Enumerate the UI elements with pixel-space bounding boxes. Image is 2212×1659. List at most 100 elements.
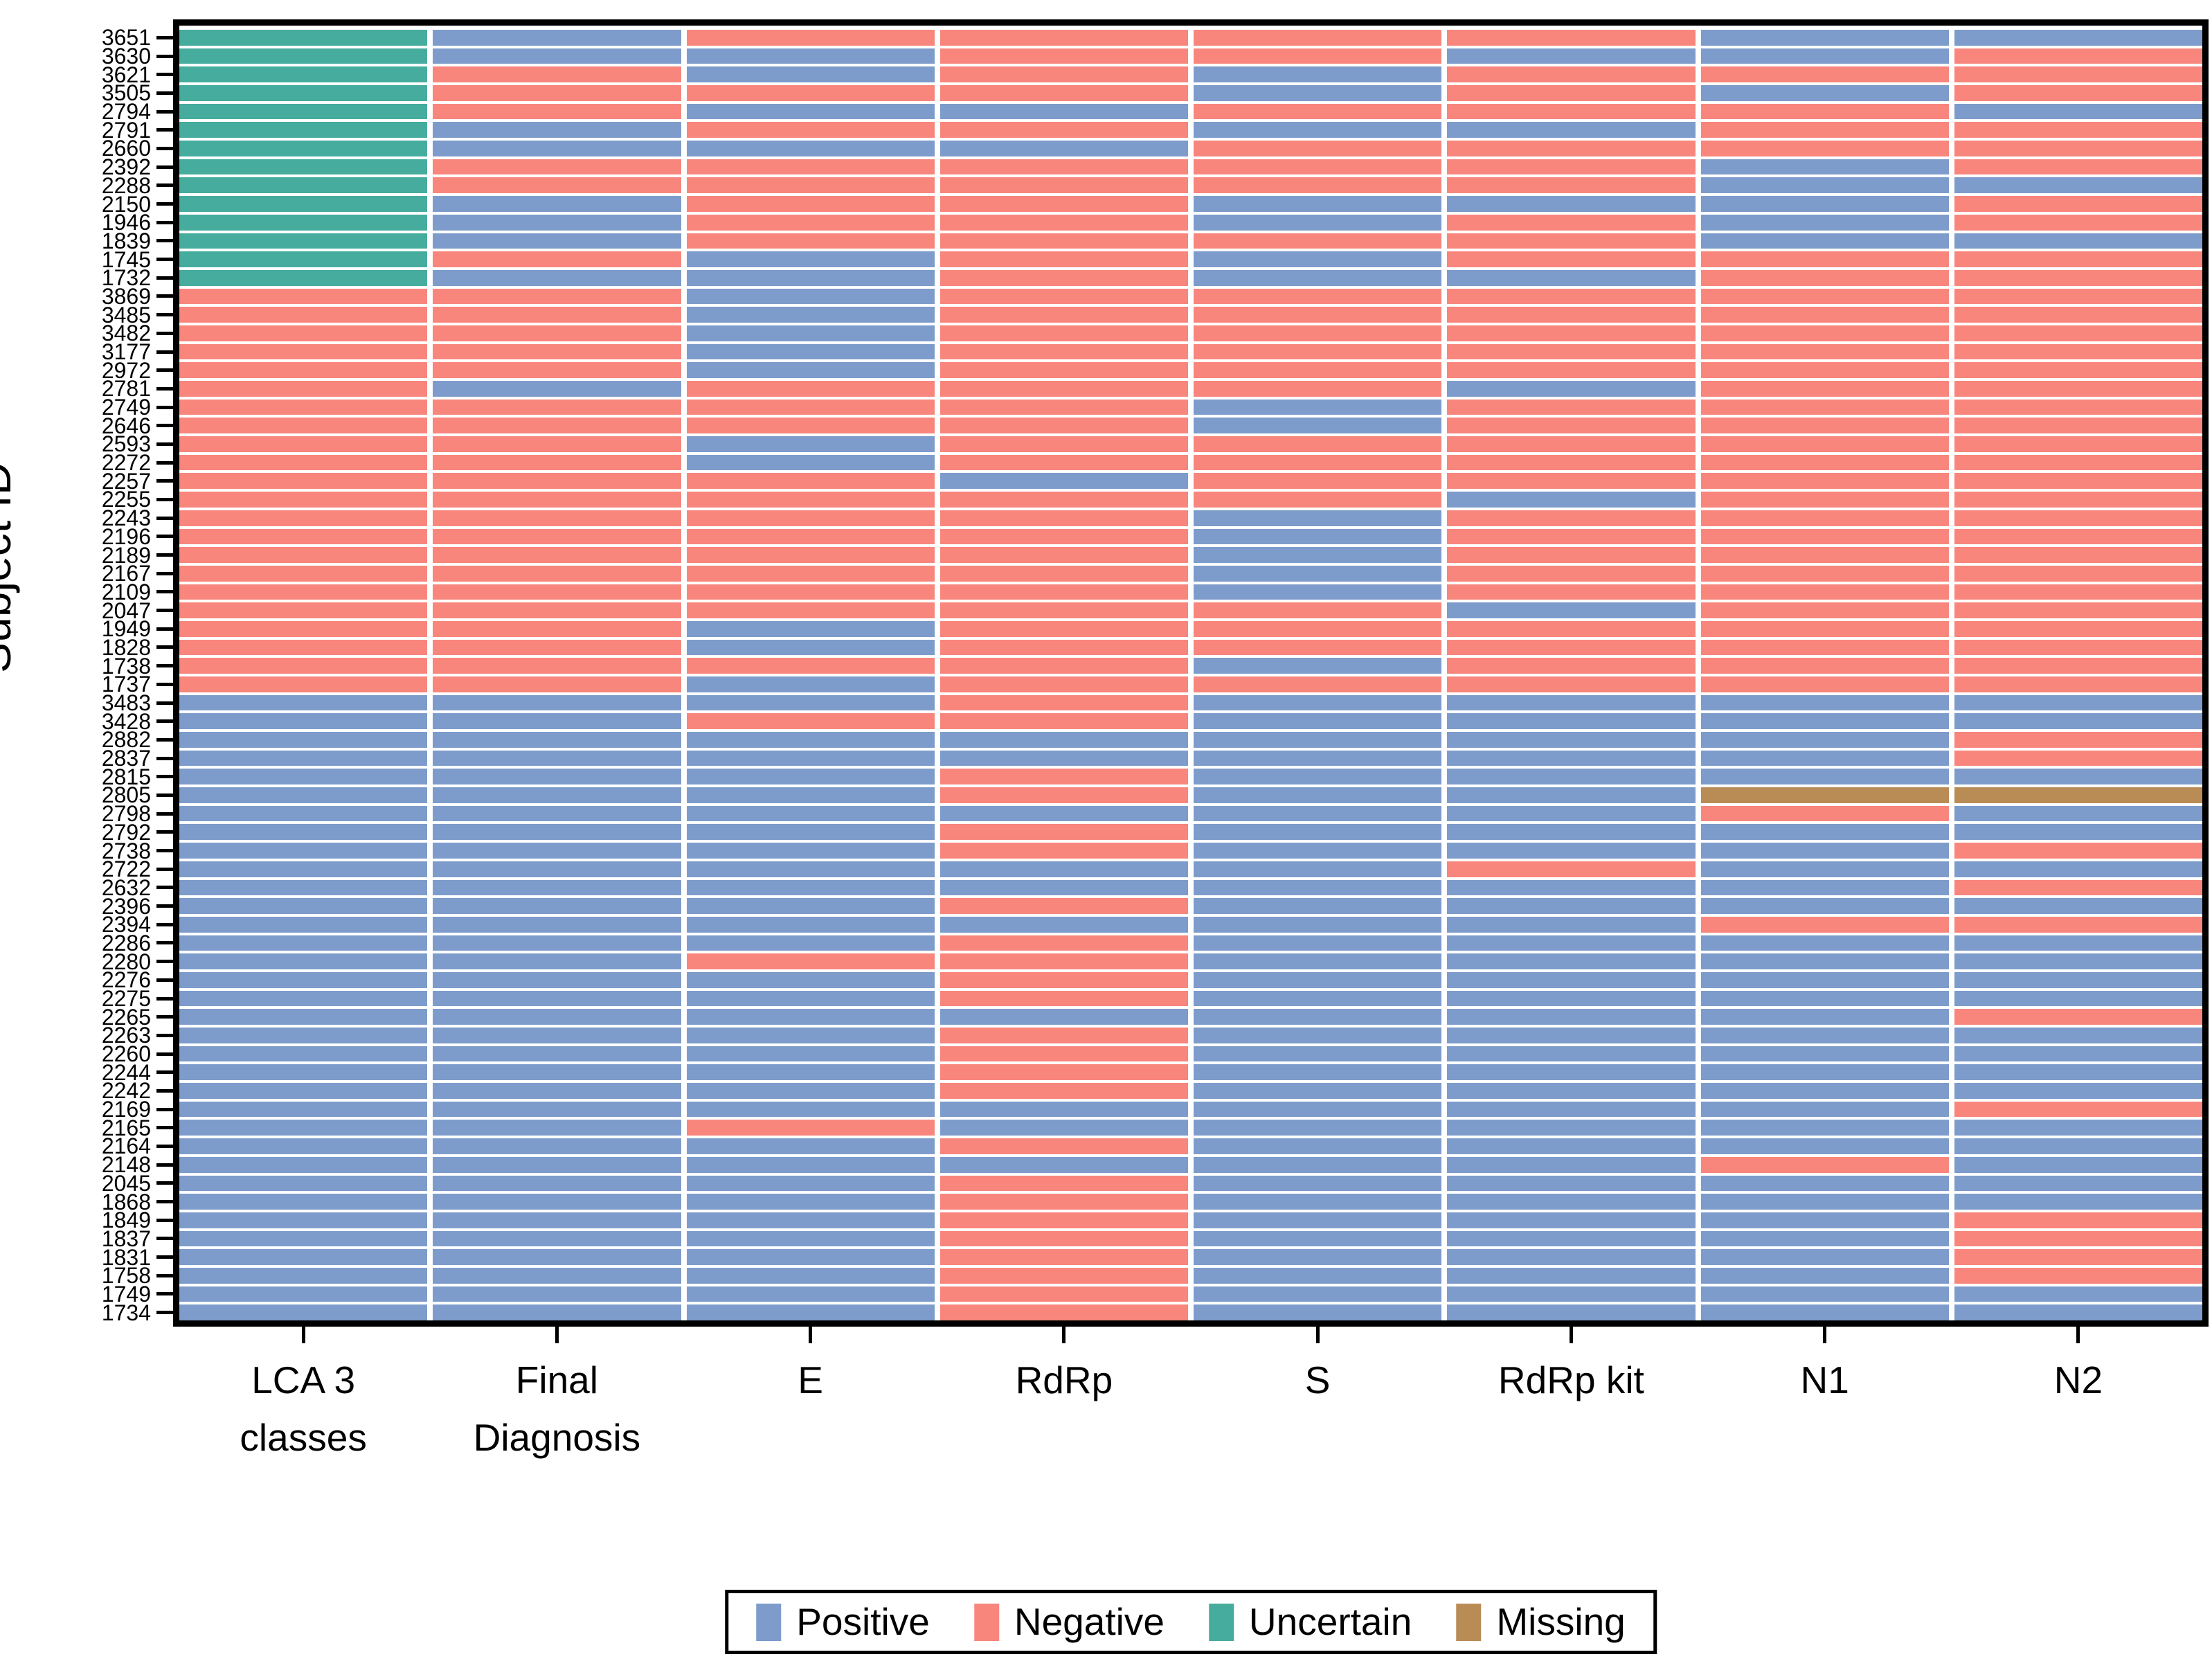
heatmap-cell	[179, 1028, 428, 1043]
heatmap-cell	[1954, 1083, 2202, 1099]
heatmap-cell	[433, 1249, 681, 1265]
subject-id-label: 2882	[101, 727, 151, 753]
heatmap-cell	[686, 473, 935, 490]
heatmap-cell	[686, 1028, 935, 1043]
heatmap-cell	[1700, 565, 1949, 582]
subject-id-label: 2781	[101, 376, 151, 402]
heatmap-cell	[179, 510, 428, 526]
y-tick	[156, 220, 173, 224]
heatmap-cell	[1700, 85, 1949, 101]
y-tick	[156, 460, 173, 465]
y-tick	[156, 405, 173, 409]
heatmap-cell	[179, 492, 428, 508]
y-tick	[156, 1015, 173, 1019]
heatmap-cell	[1194, 676, 1442, 692]
heatmap-cell	[939, 381, 1188, 397]
heatmap-cell	[939, 750, 1188, 766]
heatmap-cell	[1954, 122, 2202, 138]
subject-id-label: 2148	[101, 1152, 151, 1178]
y-tick	[156, 239, 173, 243]
subject-id-label: 2167	[101, 561, 151, 586]
y-tick	[156, 350, 173, 354]
heatmap-cell	[433, 141, 681, 156]
y-tick	[156, 1144, 173, 1148]
heatmap-cell	[1447, 362, 1696, 379]
heatmap-cell	[686, 805, 935, 822]
heatmap-cell	[179, 565, 428, 582]
heatmap-cell	[433, 1028, 681, 1043]
y-tick	[156, 737, 173, 742]
heatmap-cell	[1700, 694, 1949, 711]
heatmap-cell	[1447, 879, 1696, 896]
heatmap-cell	[1954, 85, 2202, 101]
heatmap-cell	[686, 843, 935, 859]
heatmap-cell	[433, 66, 681, 83]
y-tick	[156, 1273, 173, 1277]
column-label: N1	[1800, 1358, 1849, 1401]
heatmap-cell	[1194, 565, 1442, 582]
heatmap-cell	[1447, 1028, 1696, 1043]
heatmap-cell	[1194, 159, 1442, 175]
column-label: RdRp	[1015, 1358, 1113, 1401]
heatmap-cell	[179, 1230, 428, 1247]
legend-label: Positive	[796, 1600, 930, 1643]
heatmap-cell	[1194, 177, 1442, 194]
heatmap-cell	[686, 1267, 935, 1284]
heatmap-cell	[939, 528, 1188, 545]
heatmap-cell	[179, 454, 428, 471]
heatmap-cell	[1447, 492, 1696, 508]
heatmap-cell	[1447, 713, 1696, 730]
subject-id-label: 2196	[101, 523, 151, 549]
y-tick	[156, 1033, 173, 1037]
heatmap-cell	[1954, 1064, 2202, 1081]
heatmap-cell	[433, 1286, 681, 1302]
y-tick	[156, 331, 173, 335]
heatmap-cell	[686, 30, 935, 46]
heatmap-cell	[939, 269, 1188, 286]
heatmap-cell	[179, 898, 428, 914]
heatmap-cell	[939, 1286, 1188, 1302]
heatmap-cell	[433, 990, 681, 1007]
heatmap-cell	[939, 694, 1188, 711]
heatmap-cell	[1700, 381, 1949, 397]
subject-id-label: 1946	[101, 210, 151, 235]
y-tick	[156, 91, 173, 95]
heatmap-cell	[1954, 787, 2202, 803]
heatmap-cell	[1447, 1083, 1696, 1099]
heatmap-cell	[1700, 1212, 1949, 1228]
heatmap-cell	[939, 510, 1188, 526]
heatmap-cell	[179, 1046, 428, 1062]
heatmap-cell	[1194, 196, 1442, 212]
heatmap-cell	[433, 473, 681, 490]
heatmap-cell	[179, 1175, 428, 1192]
heatmap-cell	[1194, 639, 1442, 656]
y-tick	[156, 73, 173, 77]
heatmap-cell	[939, 713, 1188, 730]
heatmap-cell	[686, 66, 935, 83]
heatmap-cell	[939, 66, 1188, 83]
heatmap-cell	[1954, 48, 2202, 64]
heatmap-cell	[433, 454, 681, 471]
plot-area	[173, 19, 2209, 1327]
heatmap-cell	[1194, 1304, 1442, 1320]
heatmap-cell	[1447, 953, 1696, 969]
heatmap-cell	[1194, 30, 1442, 46]
heatmap-cell	[686, 122, 935, 138]
heatmap-grid	[179, 30, 2202, 1320]
heatmap-cell	[1954, 1138, 2202, 1154]
heatmap-cell	[939, 454, 1188, 471]
heatmap-cell	[1700, 1249, 1949, 1265]
heatmap-cell	[433, 584, 681, 600]
heatmap-cell	[1447, 1156, 1696, 1173]
heatmap-cell	[1194, 990, 1442, 1007]
heatmap-cell	[179, 103, 428, 120]
heatmap-cell	[1194, 750, 1442, 766]
heatmap-cell	[1447, 1286, 1696, 1302]
heatmap-cell	[179, 418, 428, 434]
heatmap-cell	[1447, 824, 1696, 841]
heatmap-cell	[433, 658, 681, 674]
heatmap-cell	[179, 399, 428, 415]
heatmap-cell	[433, 713, 681, 730]
heatmap-cell	[433, 1212, 681, 1228]
